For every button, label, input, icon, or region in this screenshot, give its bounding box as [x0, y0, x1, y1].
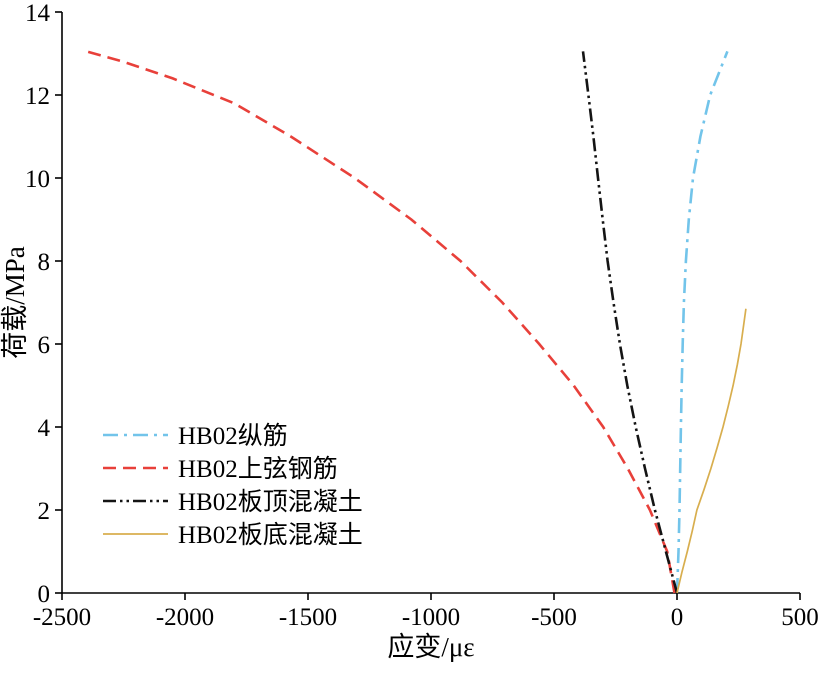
legend-item: HB02纵筋: [103, 422, 288, 450]
x-tick-label: -1000: [402, 604, 460, 631]
legend-label: HB02板底混凝土: [178, 521, 363, 549]
x-tick-label: -500: [531, 604, 577, 631]
legend-label: HB02纵筋: [178, 422, 288, 450]
legend: HB02纵筋 HB02上弦钢筋 HB02板顶混凝土 HB02板底混凝土: [103, 422, 363, 549]
series-line-3: [676, 308, 747, 594]
legend-label: HB02上弦钢筋: [178, 455, 338, 483]
series-line-1: [86, 50, 676, 594]
legend-item: HB02板底混凝土: [103, 521, 363, 549]
x-tick-label: -2500: [33, 604, 91, 631]
x-tick-label: -2000: [156, 604, 214, 631]
y-axis-title: 荷载/MPa: [0, 246, 30, 359]
y-tick-label: 4: [38, 415, 51, 442]
series-line-2: [581, 51, 679, 594]
y-tick-label: 8: [38, 249, 51, 276]
y-tick-label: 14: [25, 0, 51, 27]
x-tick-label: 0: [671, 604, 684, 631]
x-axis-title: 应变/με: [387, 632, 474, 662]
y-tick-label: 12: [25, 83, 50, 110]
legend-label: HB02板顶混凝土: [178, 488, 363, 516]
legend-item: HB02上弦钢筋: [103, 455, 338, 483]
y-tick-label: 0: [38, 581, 51, 608]
x-tick-label: 500: [781, 604, 819, 631]
y-tick-label: 2: [38, 498, 51, 525]
y-tick-label: 6: [38, 332, 51, 359]
legend-item: HB02板顶混凝土: [103, 488, 363, 516]
y-tick-label: 10: [25, 166, 50, 193]
series-line-0: [675, 50, 729, 594]
x-tick-label: -1500: [279, 604, 337, 631]
